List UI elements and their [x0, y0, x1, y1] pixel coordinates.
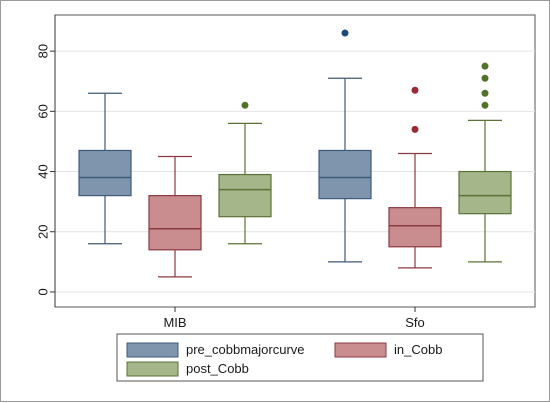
y-tick-label: 20 [36, 225, 51, 239]
outlier-point [241, 101, 249, 109]
box-post_Cobb-MIB [218, 101, 272, 245]
box-post_Cobb-Sfo [458, 62, 512, 263]
iqr-box [388, 207, 442, 248]
legend-swatch [334, 342, 387, 358]
legend: pre_cobbmajorcurve in_Cobb post_Cobb [116, 333, 484, 382]
boxes [78, 29, 512, 278]
iqr-box [218, 173, 272, 218]
category-label: Sfo [405, 315, 425, 330]
legend-swatch [126, 361, 179, 377]
outlier-point [481, 62, 489, 70]
legend-label: pre_cobbmajorcurve [186, 342, 305, 357]
grid [55, 50, 535, 293]
box-pre_cobbmajorcurve-Sfo [318, 29, 372, 263]
y-tick-label: 40 [36, 164, 51, 178]
box-pre_cobbmajorcurve-MIB [78, 92, 132, 245]
iqr-box [458, 170, 512, 215]
outlier-point [411, 125, 419, 133]
iqr-box [78, 149, 132, 197]
box-in_Cobb-Sfo [388, 86, 442, 269]
y-tick-label: 60 [36, 104, 51, 118]
y-tick-label: 80 [36, 44, 51, 58]
category-label: MIB [163, 315, 186, 330]
x-axis: MIB Sfo [163, 307, 425, 330]
outlier-point [481, 74, 489, 82]
iqr-box [318, 149, 372, 200]
outlier-point [341, 29, 349, 37]
y-tick-label: 0 [36, 288, 51, 295]
y-axis: 0 20 40 60 80 [36, 15, 56, 307]
iqr-box [148, 195, 202, 251]
outlier-point [481, 89, 489, 97]
outlier-point [411, 86, 419, 94]
legend-swatch [126, 342, 179, 358]
box-in_Cobb-MIB [148, 155, 202, 278]
legend-label: post_Cobb [186, 361, 249, 376]
legend-label: in_Cobb [394, 342, 442, 357]
outlier-point [481, 101, 489, 109]
